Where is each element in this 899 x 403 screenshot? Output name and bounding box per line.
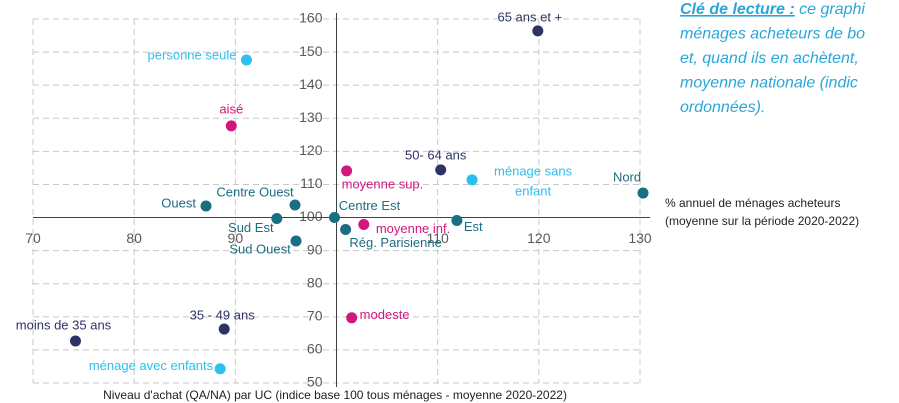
y-tick-label: 60 — [307, 341, 323, 357]
point — [346, 312, 358, 324]
point — [271, 213, 283, 225]
note-line: moyenne nationale (indic — [680, 75, 858, 92]
point — [532, 25, 544, 37]
y-tick-label: 90 — [307, 241, 323, 257]
point-label: Centre Ouest — [216, 184, 294, 199]
point — [637, 187, 649, 199]
note-line: ordonnées). — [680, 99, 765, 116]
x-tick-label: 130 — [628, 230, 652, 246]
point-label: Ouest — [161, 195, 196, 210]
point — [225, 120, 237, 132]
y-tick-label: 70 — [307, 308, 323, 324]
point-label: personne seule — [148, 47, 237, 62]
point — [466, 174, 478, 186]
point — [358, 218, 370, 230]
point — [290, 235, 302, 247]
point-label: ménage sans — [494, 163, 573, 178]
point-label: enfant — [515, 183, 552, 198]
y-tick-label: 150 — [299, 43, 323, 59]
note-line: Clé de lecture : ce graphi — [680, 1, 865, 18]
y-tick-label: 50 — [307, 374, 323, 390]
point — [218, 323, 230, 335]
point — [69, 335, 81, 347]
point — [200, 200, 212, 212]
x-axis-label: (moyenne sur la période 2020-2022) — [665, 214, 859, 228]
y-tick-label: 140 — [299, 76, 323, 92]
x-tick-label: 90 — [228, 230, 244, 246]
y-tick-label: 160 — [299, 10, 323, 26]
point-label: Nord — [613, 169, 641, 184]
x-tick-label: 80 — [126, 230, 142, 246]
point — [240, 54, 252, 66]
point — [340, 223, 352, 235]
note-lead: Clé de lecture : — [680, 1, 795, 18]
point-label: moins de 35 ans — [16, 317, 112, 332]
y-tick-label: 100 — [299, 208, 323, 224]
x-tick-label: 110 — [427, 230, 450, 246]
y-tick-label: 110 — [300, 175, 323, 191]
y-tick-label: 130 — [299, 109, 323, 125]
point-label: 50- 64 ans — [405, 147, 467, 162]
point — [328, 212, 340, 224]
point — [451, 215, 463, 227]
point-label: moyenne inf. — [376, 221, 450, 236]
point-label: Sud Ouest — [229, 241, 291, 256]
point — [289, 199, 301, 211]
x-tick-label: 120 — [527, 230, 551, 246]
point-label: modeste — [360, 307, 410, 322]
point-label: moyenne sup. — [342, 176, 424, 191]
point-label: aisé — [219, 101, 243, 116]
y-tick-label: 80 — [307, 274, 323, 290]
point — [341, 165, 353, 177]
point-label: Sud Est — [228, 220, 274, 235]
point-label: ménage avec enfants — [89, 358, 214, 373]
note-line: et, quand ils en achètent, — [680, 50, 859, 67]
y-tick-label: 120 — [299, 142, 323, 158]
x-tick-label: 70 — [25, 230, 41, 246]
point — [435, 164, 447, 176]
point-label: Centre Est — [339, 198, 401, 213]
y-axis-label: Niveau d'achat (QA/NA) par UC (indice ba… — [103, 388, 567, 402]
point-label: Est — [464, 219, 483, 234]
point-label: Rég. Parisienne — [349, 235, 442, 250]
point-label: 65 ans et + — [497, 9, 562, 24]
point — [214, 363, 226, 375]
x-axis-label: % annuel de ménages acheteurs — [665, 196, 840, 210]
note-line: ménages acheteurs de bo — [680, 26, 865, 43]
point-label: 35 - 49 ans — [190, 307, 256, 322]
note-text: ce graphi — [795, 1, 866, 18]
